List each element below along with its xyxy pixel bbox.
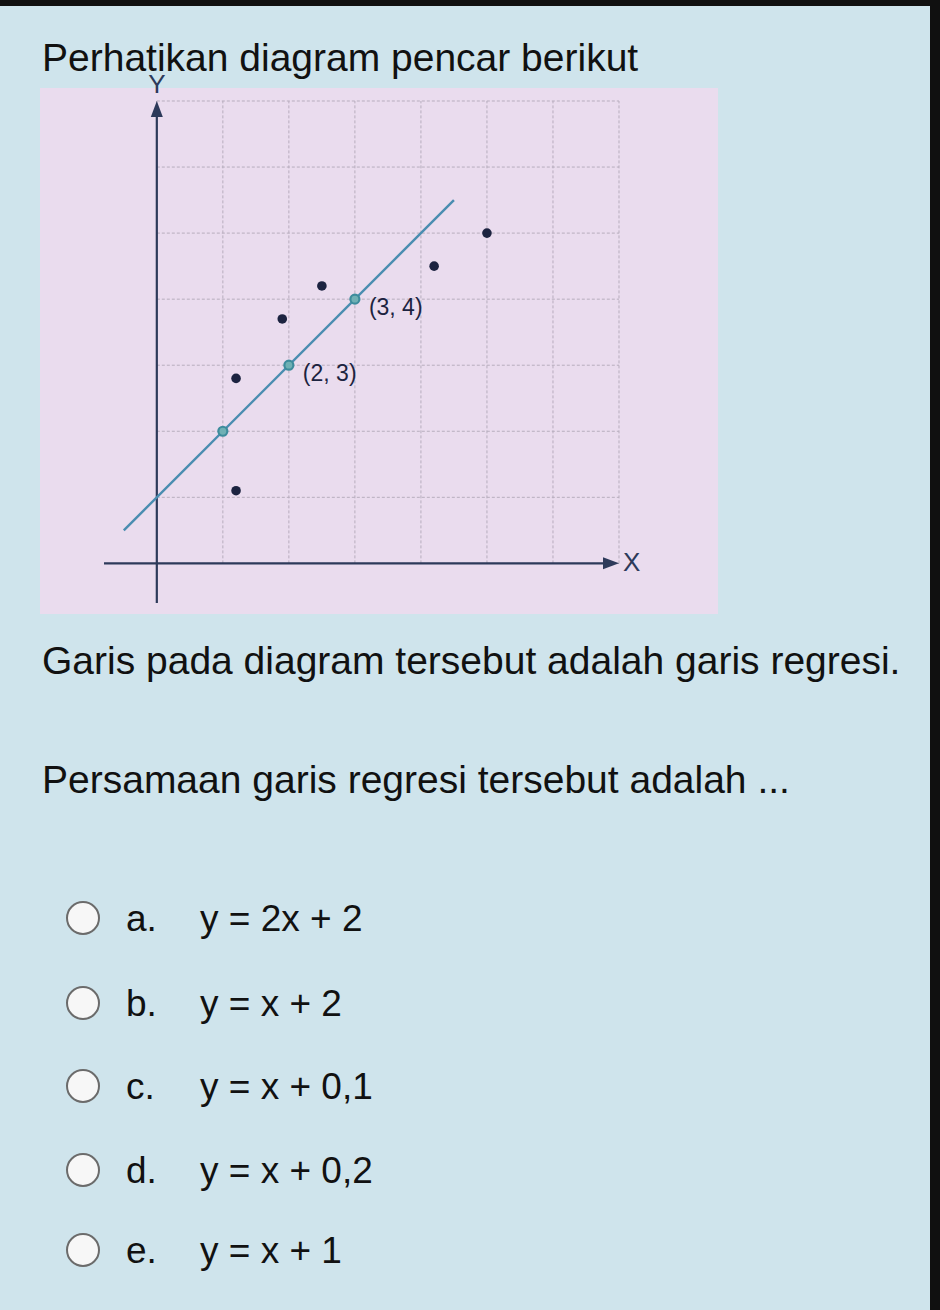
data-point	[277, 314, 287, 324]
radio-button[interactable]	[66, 901, 100, 935]
option-text: y = x + 2	[200, 983, 342, 1025]
regression-line	[124, 200, 454, 530]
chart-panel	[40, 88, 718, 614]
annotation: (2, 3)	[303, 360, 357, 386]
title: Perhatikan diagram pencar berikut	[42, 36, 638, 80]
option-text: y = 2x + 2	[200, 898, 363, 940]
grid-line	[420, 101, 421, 563]
option-label: a.	[126, 898, 157, 940]
option-text: y = x + 1	[200, 1230, 342, 1272]
x-axis-label: X	[623, 547, 640, 577]
radio-button[interactable]	[66, 986, 100, 1020]
data-point	[231, 374, 241, 384]
grid-line	[486, 101, 487, 563]
option-label: d.	[126, 1150, 157, 1192]
option-text: y = x + 0,1	[200, 1066, 373, 1108]
data-point	[218, 427, 227, 436]
annotation: (3, 4)	[369, 294, 423, 320]
radio-button[interactable]	[66, 1069, 100, 1103]
grid-line	[157, 365, 619, 366]
y-axis-label: Y	[148, 69, 165, 99]
data-point	[284, 361, 293, 370]
grid-line	[222, 101, 223, 563]
radio-button[interactable]	[66, 1153, 100, 1187]
grid-line	[288, 101, 289, 563]
radio-button[interactable]	[66, 1233, 100, 1267]
grid-line	[157, 101, 619, 102]
data-point	[317, 281, 327, 291]
grid-line	[552, 101, 553, 563]
data-point	[429, 261, 439, 271]
option-label: e.	[126, 1230, 157, 1272]
data-point	[231, 486, 241, 496]
data-point	[482, 228, 492, 238]
page: Perhatikan diagram pencar berikut Garis p…	[0, 6, 930, 1310]
option-label: b.	[126, 983, 157, 1025]
y-axis	[156, 115, 158, 603]
chart: X Y (3, 4) (2, 3)	[0, 6, 930, 626]
grid-line	[354, 101, 355, 563]
option-label: c.	[126, 1066, 155, 1108]
grid-line	[157, 167, 619, 168]
x-axis-arrow	[603, 557, 619, 569]
x-axis	[104, 562, 605, 564]
grid-line	[157, 497, 619, 498]
plot-marks	[124, 200, 492, 530]
grid-line	[619, 101, 620, 563]
question-text: Persamaan garis regresi tersebut adalah …	[42, 758, 790, 802]
grid-line	[157, 233, 619, 234]
y-axis-arrow	[151, 101, 163, 117]
option-text: y = x + 0,2	[200, 1150, 373, 1192]
data-point	[350, 295, 359, 304]
question-text: Garis pada diagram tersebut adalah garis…	[42, 628, 902, 694]
